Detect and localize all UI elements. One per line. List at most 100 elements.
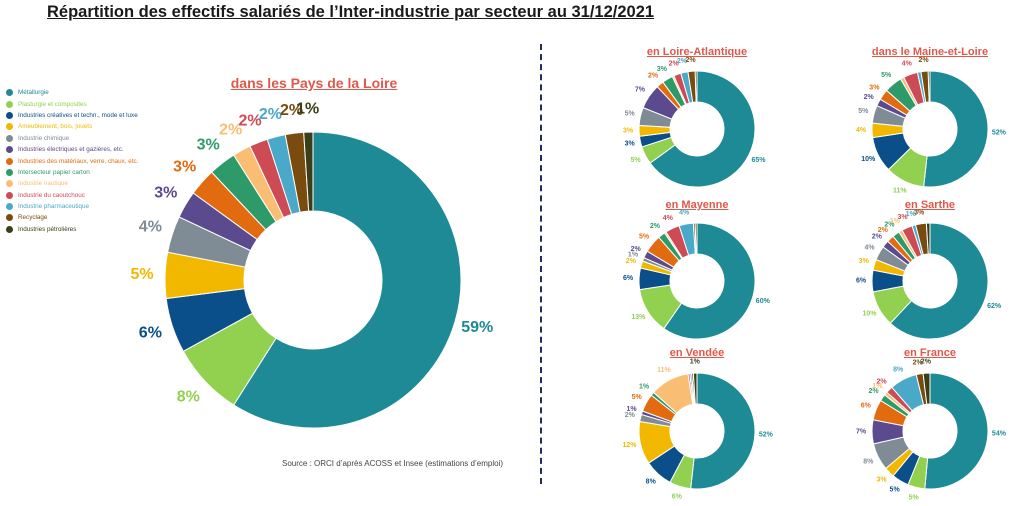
legend-swatch [6,180,13,188]
slice-label: 12% [623,442,638,449]
legend-item: Industrie du caoutchouc [6,190,181,201]
legend-swatch [6,89,13,97]
slice-label: 4% [864,244,875,251]
slice-label: 1% [296,101,319,118]
slice-label: 11% [657,367,671,374]
legend-item: Intersecteur papier carton [6,167,181,178]
donut-slice [925,222,931,255]
slice-label: 2% [650,223,661,230]
donut-slice [692,372,698,405]
slice-label: 6% [861,402,872,409]
legend-swatch [6,100,13,108]
slice-label: 3% [623,128,634,135]
slice-label: 2% [872,234,883,241]
slice-label: 2% [669,61,680,68]
slice-label: 3% [154,184,177,201]
slice-label: 2% [877,378,888,385]
slice-label: 5% [858,108,869,115]
donut-slice [663,222,756,340]
slice-label: 2% [677,58,688,65]
main-chart-title: dans les Pays de la Loire [230,75,398,91]
legend-label: Plasturgie et composites [18,100,87,108]
chart-title-vendee: en Vendée [669,347,725,359]
legend-swatch [6,146,13,154]
legend-swatch [6,168,13,176]
legend-item: Industrie chimique [6,133,181,144]
legend-swatch [6,191,13,199]
legend-label: Intersecteur papier carton [18,168,90,176]
slice-label: 10% [861,156,876,163]
slice-label: 2% [631,246,642,253]
legend-swatch [6,123,13,131]
slice-label: 2% [219,122,242,139]
slice-label: 59% [461,319,493,336]
slice-label: 3% [173,158,196,175]
slice-label: 65% [751,157,766,164]
legend-label: Industrie pharmaceutique [18,203,90,211]
slice-label: 1% [628,252,639,259]
donut-slice [922,372,931,405]
slice-label: 1% [639,383,650,390]
slice-label: 5% [639,233,650,240]
slice-label: 2% [648,72,659,79]
source-note: Source : ORCI d’après ACOSS et Insee (es… [282,459,503,468]
legend-item: Industrie pharmaceutique [6,201,181,212]
slice-label: 5% [625,110,636,117]
slice-label: 54% [992,431,1007,438]
legend-item: Industries des matériaux, verre, chaux, … [6,155,181,166]
divider [540,44,542,484]
legend-item: Industries électriques et gazières, etc. [6,144,181,155]
slice-label: 5% [630,157,641,164]
slice-label: 2% [864,94,875,101]
slice-label: 2% [884,222,895,229]
slice-label: 7% [856,429,867,436]
slice-label: 5% [909,495,920,502]
slice-label: 4% [679,210,690,217]
slice-label: 6% [856,278,867,285]
legend-item: Industries pétrolières [6,224,181,235]
slice-label: 3% [898,214,909,221]
slice-label: 8% [863,458,874,465]
slice-label: 2% [625,412,636,419]
slice-label: 2% [878,227,889,234]
slice-label: 6% [139,324,162,341]
slice-label: 4% [856,127,867,134]
donut-slice [923,70,989,188]
slice-label: 4% [139,219,162,236]
slice-label: 1% [906,211,917,218]
chart-title-france: en France [904,347,956,359]
slice-label: 1% [690,359,701,366]
chart-title-loire-atlantique: en Loire-Atlantique [646,46,748,58]
slice-label: 8% [177,389,200,406]
slice-label: 5% [881,72,892,79]
slice-label: 7% [635,87,646,94]
slice-label: 8% [893,366,904,373]
slice-label: 13% [631,314,646,321]
legend-label: Industries pétrolières [18,225,77,233]
slice-label: 2% [921,359,932,366]
slice-label: 6% [672,493,683,500]
slice-label: 52% [992,129,1007,136]
slice-label: 3% [657,66,668,73]
chart-title-sarthe: en Sarthe [904,199,956,211]
slice-label: 60% [756,298,771,305]
slice-label: 2% [685,57,696,64]
legend-label: Industrie chimique [18,134,70,142]
legend-item: Industrie nautique [6,178,181,189]
slice-label: 3% [859,258,870,265]
slice-label: 3% [869,85,880,92]
slice-label: 1% [890,218,901,225]
slice-label: 2% [238,113,261,130]
slice-label: 1% [872,383,883,390]
legend-item: Plasturgie et composites [6,98,181,109]
legend: Métallurgie Plasturgie et composites Indus… [6,87,181,235]
donut-slice [303,131,314,212]
slice-label: 2% [869,388,880,395]
donut-slice [233,131,462,429]
slice-label: 62% [987,303,1002,310]
legend-label: Industrie nautique [18,180,69,188]
donut-slice [927,70,931,103]
slice-label: 52% [759,431,774,438]
slice-label: 6% [623,275,634,282]
legend-label: Industries électriques et gazières, etc. [18,146,124,154]
